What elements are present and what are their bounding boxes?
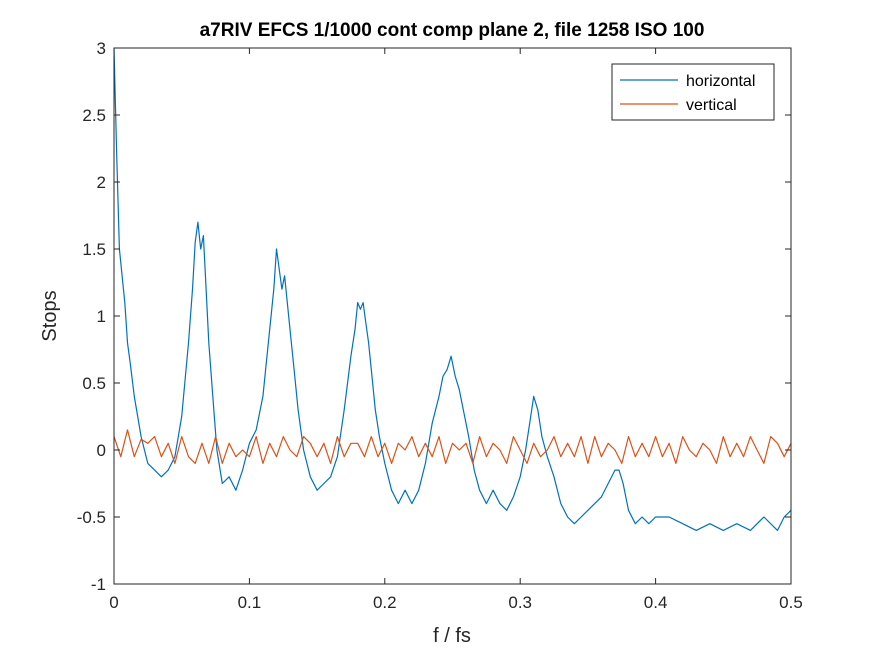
x-axis-title: f / fs bbox=[433, 625, 471, 647]
y-axis-title: Stops bbox=[39, 290, 61, 341]
x-tick-label: 0.5 bbox=[779, 593, 803, 612]
x-tick-label: 0.2 bbox=[373, 593, 397, 612]
legend-label-horizontal: horizontal bbox=[686, 73, 755, 90]
plot-area bbox=[114, 48, 791, 584]
series-layer bbox=[114, 48, 791, 532]
ticks-layer: 0 0.1 0.2 0.3 0.4 0.5 -1 -0.5 0 0.5 1 1.5 2 2.5 3 bbox=[77, 39, 803, 612]
x-tick-label: 0.4 bbox=[644, 593, 668, 612]
series-line-vertical bbox=[114, 429, 791, 464]
x-tick-label: 0 bbox=[109, 593, 118, 612]
y-tick-label: 0 bbox=[97, 441, 106, 460]
y-tick-label: 2 bbox=[97, 173, 106, 192]
chart-title: a7RIV EFCS 1/1000 cont comp plane 2, fil… bbox=[200, 20, 705, 41]
y-tick-label: 0.5 bbox=[82, 374, 106, 393]
legend-label-vertical: vertical bbox=[686, 97, 737, 114]
series-line-horizontal bbox=[114, 48, 791, 532]
y-tick-label: 2.5 bbox=[82, 106, 106, 125]
x-tick-label: 0.1 bbox=[238, 593, 262, 612]
legend: horizontal vertical bbox=[611, 63, 775, 121]
legend-box bbox=[611, 63, 775, 121]
y-tick-label: -0.5 bbox=[77, 508, 106, 527]
x-tick-label: 0.3 bbox=[508, 593, 532, 612]
y-tick-label: 3 bbox=[97, 39, 106, 58]
y-tick-label: -1 bbox=[91, 575, 106, 594]
y-tick-label: 1 bbox=[97, 307, 106, 326]
y-tick-label: 1.5 bbox=[82, 240, 106, 259]
